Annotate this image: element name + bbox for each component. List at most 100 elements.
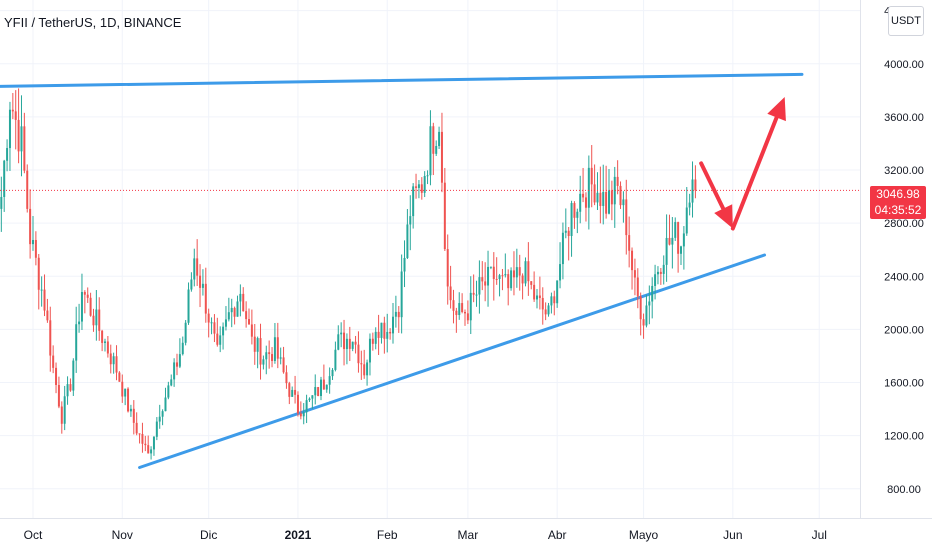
candle-body xyxy=(651,285,654,302)
candle-body xyxy=(602,191,605,206)
arrow-head xyxy=(767,96,786,122)
candle-body xyxy=(294,389,297,395)
candle-body xyxy=(487,266,490,286)
candle-body xyxy=(29,208,32,245)
candle-body xyxy=(357,344,360,364)
candle-body xyxy=(161,411,164,417)
candle-body xyxy=(273,337,276,361)
candle-body xyxy=(193,258,196,280)
annotation-arrow[interactable] xyxy=(699,161,733,229)
price-axis[interactable]: 800.00 1200.00 1600.00 2000.00 2400.00 2800.0… xyxy=(884,6,924,496)
candle-body xyxy=(625,199,628,236)
candle-body xyxy=(584,197,587,208)
candle-body xyxy=(279,357,282,359)
candle-body xyxy=(268,352,271,355)
candle-body xyxy=(579,193,582,212)
candle-body xyxy=(680,246,682,254)
candle-body xyxy=(452,300,455,311)
candle-body xyxy=(587,167,590,208)
candle-body xyxy=(276,337,279,359)
candle-body xyxy=(478,277,481,295)
candle-body xyxy=(75,324,78,361)
candle-body xyxy=(69,384,72,391)
price-tick-label: 1200.00 xyxy=(884,431,924,443)
time-axis[interactable]: Oct Nov Dic 2021 Feb Mar Abr Mayo Jun Jul xyxy=(24,528,827,542)
candle-body xyxy=(665,237,668,265)
trendlines[interactable] xyxy=(0,72,804,470)
arrow-shaft xyxy=(699,161,726,211)
candle-body xyxy=(184,322,187,343)
candle-body xyxy=(475,294,478,296)
candle-body xyxy=(340,332,343,335)
candle-body xyxy=(510,270,513,289)
candle-body xyxy=(564,230,567,233)
candle-body xyxy=(518,267,521,276)
candle-body xyxy=(631,250,634,271)
candle-body xyxy=(449,286,452,301)
candle-body xyxy=(98,309,101,331)
arrow-head xyxy=(714,204,733,229)
candle-body xyxy=(400,271,403,318)
candle-body xyxy=(49,320,52,356)
candle-body xyxy=(619,185,622,206)
candle-body xyxy=(636,277,639,297)
support-trendline[interactable] xyxy=(138,253,767,470)
candle-body xyxy=(417,184,420,188)
candle-body xyxy=(682,233,685,247)
candle-body xyxy=(570,203,573,237)
time-tick-label: Nov xyxy=(112,528,133,542)
candle-body xyxy=(371,338,374,344)
candle-body xyxy=(582,193,585,198)
candle-body xyxy=(394,311,397,317)
candle-body xyxy=(20,126,23,152)
candle-body xyxy=(164,397,167,412)
resistance-trendline[interactable] xyxy=(0,72,804,88)
candle-body xyxy=(66,384,69,397)
candle-body xyxy=(308,398,311,401)
candle-body xyxy=(492,266,495,279)
candle-body xyxy=(622,199,625,206)
candle-body xyxy=(656,271,659,275)
candle-body xyxy=(17,119,20,152)
candle-body xyxy=(32,239,34,245)
candle-body xyxy=(654,274,657,286)
time-tick-label: Jul xyxy=(812,528,827,542)
candle-body xyxy=(311,395,314,399)
candle-body xyxy=(415,186,418,188)
candle-body xyxy=(141,433,144,444)
candle-body xyxy=(132,408,135,423)
candle-body xyxy=(472,292,475,295)
candle-body xyxy=(176,362,178,367)
candle-body xyxy=(196,258,199,276)
candle-body xyxy=(92,315,95,326)
candle-body xyxy=(547,305,550,315)
candle-body xyxy=(282,357,285,373)
candle-body xyxy=(129,408,132,412)
candle-body xyxy=(320,379,322,397)
candle-body xyxy=(271,354,274,361)
candle-body xyxy=(57,384,60,407)
candle-body xyxy=(461,303,464,312)
candle-body xyxy=(199,275,202,288)
symbol-title: YFII / TetherUS, 1D, BINANCE xyxy=(4,15,182,30)
candle-body xyxy=(239,293,242,302)
candle-body xyxy=(515,267,518,278)
annotation-arrows[interactable] xyxy=(699,96,786,231)
candle-body xyxy=(127,388,130,412)
candle-body xyxy=(322,379,325,390)
candle-body xyxy=(685,207,688,234)
candle-body xyxy=(567,230,570,237)
candle-body xyxy=(210,322,213,324)
candle-body xyxy=(489,266,492,268)
price-tick-label: 2000.00 xyxy=(884,324,924,336)
currency-button[interactable]: USDT xyxy=(888,6,924,36)
candle-body xyxy=(639,296,642,320)
candle-body xyxy=(662,264,665,274)
candle-body xyxy=(677,222,680,254)
candle-body xyxy=(109,353,112,365)
candle-body xyxy=(435,146,438,154)
candle-body xyxy=(23,126,26,171)
annotation-arrow[interactable] xyxy=(730,96,786,231)
candle-body xyxy=(178,354,181,367)
